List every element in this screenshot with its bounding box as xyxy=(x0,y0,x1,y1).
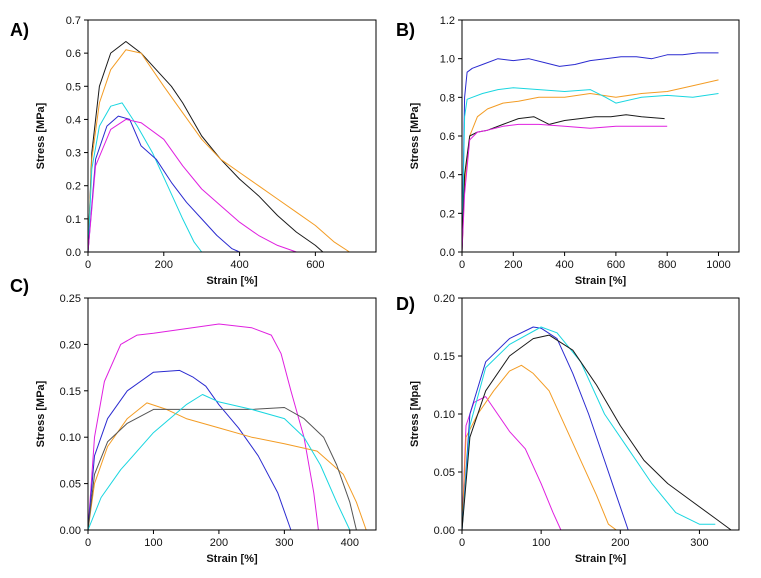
series-line-blue xyxy=(87,115,240,253)
y-tick-label: 0.00 xyxy=(434,525,455,537)
panel-label: C) xyxy=(10,276,29,296)
series-line-magenta xyxy=(87,118,297,253)
y-axis-title: Stress [MPa] xyxy=(409,102,421,169)
x-tick-label: 400 xyxy=(341,537,359,549)
series-line-cyan xyxy=(87,102,203,253)
x-tick-label: 0 xyxy=(459,259,465,271)
x-tick-label: 0 xyxy=(85,259,91,271)
y-tick-label: 0.00 xyxy=(60,525,81,537)
y-tick-label: 0.05 xyxy=(60,479,81,491)
series-line-blue xyxy=(461,52,719,253)
series-line-cyan xyxy=(461,87,719,253)
series-line-orange xyxy=(461,79,719,253)
x-tick-label: 300 xyxy=(275,537,293,549)
x-tick-label: 200 xyxy=(155,259,173,271)
y-tick-label: 0.7 xyxy=(66,15,81,27)
plot-frame xyxy=(87,19,377,253)
series-line-blue xyxy=(87,369,292,531)
panel-label: B) xyxy=(396,20,415,40)
x-tick-label: 0 xyxy=(85,537,91,549)
plot-frame xyxy=(87,297,377,531)
y-tick-label: 0.0 xyxy=(66,247,81,259)
y-tick-label: 0.10 xyxy=(60,432,81,444)
y-tick-label: 0.8 xyxy=(440,92,455,104)
y-axis-title: Stress [MPa] xyxy=(35,102,47,169)
y-axis-title: Stress [MPa] xyxy=(35,380,47,447)
y-tick-label: 0.6 xyxy=(440,131,455,143)
y-tick-label: 0.1 xyxy=(66,214,81,226)
y-tick-label: 0.15 xyxy=(60,386,81,398)
x-tick-label: 300 xyxy=(690,537,708,549)
x-tick-label: 400 xyxy=(555,259,573,271)
x-tick-label: 200 xyxy=(210,537,228,549)
series-line-magenta xyxy=(87,323,319,531)
chart-panel-4: D) 0 100 200 300 0.00 0.05 0.10 0.15 0.20 Strain [… xyxy=(396,293,740,565)
x-tick-label: 100 xyxy=(144,537,162,549)
x-tick-label: 1000 xyxy=(706,259,730,271)
y-tick-label: 0.3 xyxy=(66,148,81,160)
panel-label: A) xyxy=(10,20,29,40)
series-line-black xyxy=(461,114,665,253)
x-tick-label: 200 xyxy=(504,259,522,271)
series-line-blue xyxy=(461,326,629,531)
x-axis-title: Strain [%] xyxy=(206,553,258,565)
x-tick-label: 600 xyxy=(607,259,625,271)
y-tick-label: 0.5 xyxy=(66,81,81,93)
series-line-black xyxy=(87,41,324,253)
x-tick-label: 600 xyxy=(306,259,324,271)
y-tick-label: 0.6 xyxy=(66,48,81,60)
y-axis-title: Stress [Mpa] xyxy=(409,381,421,447)
x-tick-label: 100 xyxy=(532,537,550,549)
chart-panel-1: A) 0 200 400 600 0.0 0.1 0.2 0.3 0.4 0.5 0.6 0.7 Stra… xyxy=(10,15,377,287)
x-tick-label: 400 xyxy=(230,259,248,271)
y-tick-label: 1.2 xyxy=(440,15,455,27)
y-tick-label: 0.15 xyxy=(434,351,455,363)
x-tick-label: 200 xyxy=(611,537,629,549)
series-line-magenta xyxy=(461,123,668,253)
y-tick-label: 0.05 xyxy=(434,467,455,479)
x-axis-title: Strain [%] xyxy=(575,275,627,287)
y-tick-label: 1.0 xyxy=(440,54,455,66)
panel-label: D) xyxy=(396,294,415,314)
x-axis-title: Strain [%] xyxy=(206,275,258,287)
y-tick-label: 0.25 xyxy=(60,293,81,305)
y-tick-label: 0.2 xyxy=(440,208,455,220)
x-tick-label: 800 xyxy=(658,259,676,271)
y-tick-label: 0.4 xyxy=(440,170,455,182)
y-tick-label: 0.20 xyxy=(434,293,455,305)
series-line-black xyxy=(461,334,732,531)
y-tick-label: 0.2 xyxy=(66,181,81,193)
series-line-orange xyxy=(87,49,350,253)
chart-panel-2: B) 0 200 400 600 800 1000 0.0 0.2 0.4 0.6 0.8 1.0 1.2… xyxy=(396,15,740,287)
y-tick-label: 0.20 xyxy=(60,339,81,351)
x-axis-title: Strain [%] xyxy=(575,553,627,565)
chart-panel-3: C) 0 100 200 300 400 0.00 0.05 0.10 0.15 0.20 0.25 S… xyxy=(10,276,377,565)
series-line-cyan xyxy=(87,394,351,531)
y-tick-label: 0.4 xyxy=(66,114,81,126)
y-tick-label: 0.10 xyxy=(434,409,455,421)
y-tick-label: 0.0 xyxy=(440,247,455,259)
series-line-gray xyxy=(87,407,357,531)
x-tick-label: 0 xyxy=(459,537,465,549)
